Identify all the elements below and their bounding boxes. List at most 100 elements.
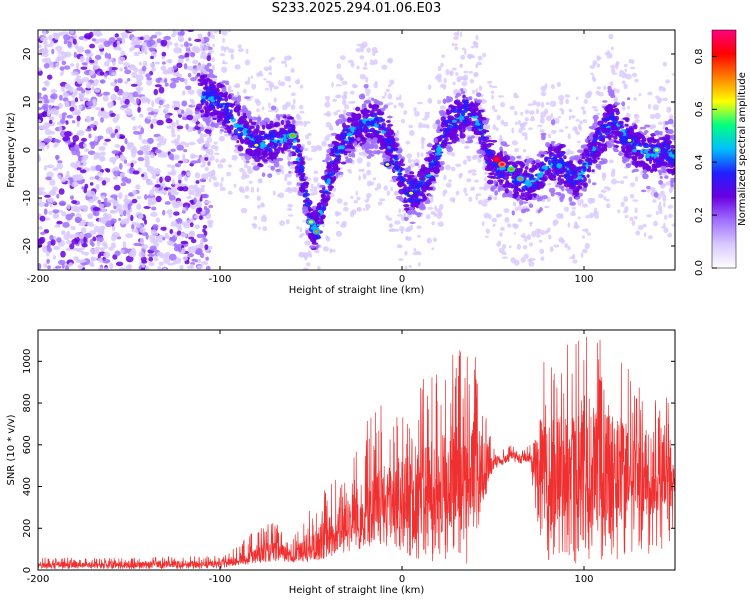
spectrogram-cell	[147, 200, 152, 208]
spectrogram-cell	[647, 235, 654, 240]
spectrogram-cell	[199, 43, 205, 50]
spectrogram-cell	[48, 210, 53, 215]
spectrogram-cell	[597, 143, 604, 146]
spectrogram-cell	[85, 117, 92, 123]
spectrogram-cell	[135, 97, 140, 104]
spectrogram-cell	[634, 78, 639, 83]
spectrogram-cell	[125, 217, 130, 222]
spectrogram-cell	[369, 61, 376, 66]
spectrogram-cell	[81, 243, 88, 248]
spectrogram-cell	[188, 189, 192, 196]
spectrogram-cell	[326, 178, 331, 184]
spectrogram-cell	[327, 164, 332, 168]
spectrogram-cell	[295, 113, 301, 119]
spectrogram-cell	[638, 128, 642, 132]
spectrogram-cell	[100, 117, 104, 123]
spectrogram-cell	[416, 151, 420, 158]
spectrogram-cell	[39, 215, 46, 222]
spectrogram-cell	[487, 80, 493, 84]
spectrogram-cell	[76, 120, 80, 128]
spectrogram-cell	[190, 205, 196, 210]
spectrogram-cell	[257, 162, 262, 166]
spectrogram-cell	[289, 164, 296, 170]
spectrogram-cell	[400, 228, 404, 234]
spectrogram-cell	[147, 98, 151, 105]
spectrogram-cell	[104, 52, 109, 59]
spectrogram-cell	[407, 165, 411, 171]
spectrogram-cell	[56, 139, 61, 143]
spectrogram-cell	[303, 267, 309, 270]
spectrogram-cell	[344, 124, 351, 129]
spectrogram-cell	[641, 162, 645, 167]
spectrogram-cell	[268, 65, 272, 71]
spectrogram-cell	[360, 46, 364, 53]
spectrogram-cell	[497, 186, 501, 193]
spectrogram-cell	[470, 45, 475, 49]
spectrogram-cell	[472, 89, 476, 94]
spectrogram-cell	[492, 223, 496, 227]
spectrogram-cell	[190, 238, 197, 244]
spectrogram-cell	[154, 84, 162, 88]
spectrogram-cell	[426, 143, 433, 148]
spectrogram-cell	[231, 154, 238, 161]
spectrogram-cell	[111, 231, 120, 238]
spectrogram-cell	[336, 73, 342, 80]
spectrogram-cell	[553, 244, 560, 248]
spectrogram-cell	[118, 267, 127, 270]
spectrogram-cell	[412, 252, 419, 256]
spectrogram-cell	[155, 217, 161, 223]
spectrogram-cell	[477, 55, 483, 61]
spectrogram-cell	[76, 167, 82, 171]
spectrogram-cell	[498, 247, 505, 254]
spectrogram-cell	[201, 193, 209, 199]
spectrogram-cell	[325, 235, 329, 240]
spectrogram-cell	[556, 82, 561, 87]
spectrogram-cell	[84, 148, 90, 152]
spectrogram-cell	[397, 175, 403, 179]
spectrogram-cell	[446, 95, 450, 100]
spectrogram-cell	[163, 257, 171, 264]
spectrogram-cell	[664, 175, 669, 179]
spectrogram-cell	[446, 142, 453, 145]
spectrogram-cell	[178, 223, 182, 230]
spectrogram-cell	[150, 55, 154, 60]
spectrogram-cell	[540, 151, 547, 155]
spectrogram-cell	[456, 109, 463, 112]
spectrogram-cell	[76, 149, 81, 157]
spectrogram-cell	[76, 46, 85, 53]
spectrogram-cell	[455, 92, 462, 97]
spectrogram-cell	[449, 70, 454, 76]
spectrogram-cell	[303, 192, 310, 197]
spectrogram-cell	[168, 191, 172, 197]
spectrogram-cell	[529, 221, 533, 225]
spectrogram-cell	[137, 150, 144, 156]
spectrogram-cell	[226, 171, 232, 177]
spectrogram-cell	[176, 230, 182, 236]
spectrogram-cell	[101, 207, 106, 213]
spectrogram-cell	[590, 72, 594, 76]
spectrogram-cell	[190, 160, 199, 164]
spectrogram-cell	[206, 62, 212, 67]
spectrogram-cell	[335, 212, 339, 217]
spectrogram-cell	[148, 261, 155, 267]
spectrogram-cell	[161, 61, 166, 65]
spectrogram-cell	[144, 159, 150, 166]
spectrogram-cell	[154, 149, 162, 154]
spectrogram-cell	[498, 179, 503, 186]
spectrogram-cell	[128, 95, 133, 101]
spectrogram-cell	[564, 94, 571, 98]
spectrogram-cell	[593, 142, 597, 148]
spectrogram-cell	[173, 107, 180, 111]
spectrogram-cell	[199, 132, 204, 139]
spectrogram-cell	[296, 143, 302, 149]
spectrogram-cell	[158, 239, 163, 243]
spectrogram-cell	[377, 101, 384, 106]
spectrogram-cell	[164, 113, 171, 120]
spectrogram-cell	[317, 145, 323, 152]
spectrogram-cell	[473, 41, 478, 48]
spectrogram-cell	[194, 110, 200, 115]
spectrogram-cell	[603, 146, 608, 152]
spectrogram-cell	[52, 255, 57, 260]
spectrogram-cell	[260, 202, 265, 207]
spectrogram-cell	[251, 83, 257, 90]
